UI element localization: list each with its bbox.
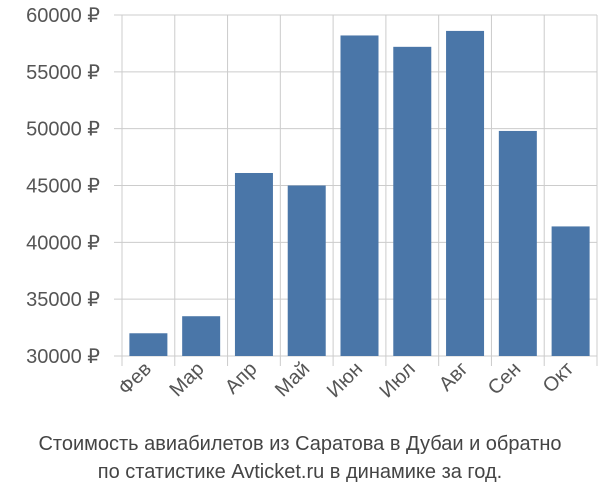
y-tick-label: 50000 ₽: [26, 119, 100, 141]
bar: [446, 30, 485, 357]
bar: [340, 35, 379, 357]
x-tick-label: Сен: [484, 358, 525, 399]
bar: [129, 333, 168, 356]
caption-line-1: Стоимость авиабилетов из Саратова в Дуба…: [38, 433, 562, 455]
bar: [393, 46, 432, 357]
bar: [551, 226, 590, 356]
y-tick-label: 30000 ₽: [26, 346, 100, 368]
x-tick-label: Апр: [221, 358, 262, 399]
y-tick-label: 60000 ₽: [26, 5, 100, 27]
bar: [182, 316, 221, 356]
x-tick-label: Июл: [376, 358, 420, 402]
y-tick-label: 45000 ₽: [26, 176, 100, 198]
bar: [234, 172, 273, 356]
y-tick-label: 55000 ₽: [26, 62, 100, 84]
chart-caption: Стоимость авиабилетов из Саратова в Дуба…: [0, 430, 600, 486]
bar: [287, 185, 326, 356]
x-tick-label: Май: [271, 358, 314, 401]
y-tick-label: 35000 ₽: [26, 289, 100, 311]
x-tick-label: Мар: [165, 358, 208, 401]
y-tick-label: 40000 ₽: [26, 232, 100, 254]
caption-line-2: по статистике Avticket.ru в динамике за …: [97, 461, 503, 483]
x-tick-label: Авг: [435, 358, 473, 396]
bar: [498, 130, 537, 356]
x-tick-label: Фев: [114, 358, 156, 400]
x-tick-label: Июн: [323, 358, 367, 402]
bar-chart: 30000 ₽ 35000 ₽ 40000 ₽ 45000 ₽ 50000 ₽ 55000…: [26, 5, 598, 402]
